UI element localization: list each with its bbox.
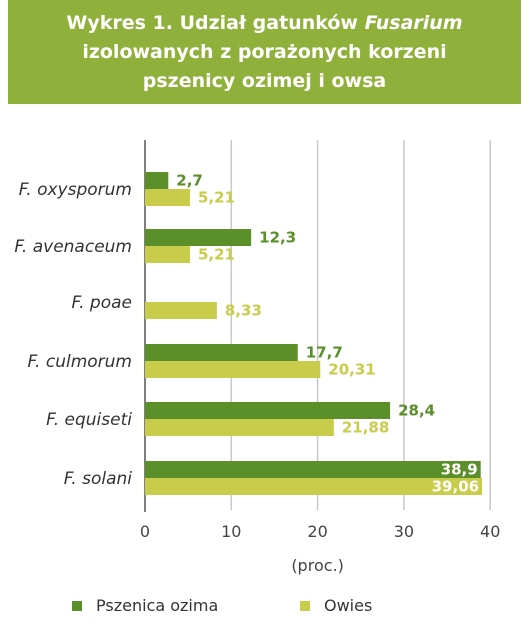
data-label-oat: 39,06 xyxy=(432,478,479,496)
title-italic: Fusarium xyxy=(364,11,463,34)
title-line3: pszenicy ozimej i owsa xyxy=(142,69,387,92)
legend-label-wheat: Pszenica ozima xyxy=(96,596,219,615)
x-tick-label: 20 xyxy=(307,522,327,541)
x-tick-label: 30 xyxy=(394,522,414,541)
data-label-wheat: 2,7 xyxy=(176,172,203,190)
category-label: F. solani xyxy=(64,469,133,489)
data-label-oat: 20,31 xyxy=(328,361,375,379)
legend-item-wheat: Pszenica ozima xyxy=(72,596,218,615)
bar-wheat xyxy=(145,229,252,246)
data-label-wheat: 38,9 xyxy=(441,461,478,479)
legend-swatch-wheat xyxy=(72,600,82,611)
data-label-oat: 5,21 xyxy=(198,189,235,207)
x-axis-label: (proc.) xyxy=(291,556,344,575)
bar-oat xyxy=(145,419,334,436)
category-label: F. equiseti xyxy=(46,410,132,430)
data-label-oat: 8,33 xyxy=(225,302,262,320)
category-label: F. culmorum xyxy=(27,352,132,372)
category-label: F. avenaceum xyxy=(14,237,132,257)
bar-oat xyxy=(145,189,190,206)
data-label-oat: 5,21 xyxy=(198,246,235,264)
x-tick-label: 0 xyxy=(140,522,150,541)
bar-wheat xyxy=(145,344,298,361)
bar-chart: 0 10 20 30 40 (proc.) F. oxysporum F. avenaceum… xyxy=(14,140,500,575)
data-label-oat: 21,88 xyxy=(342,419,389,437)
bar-oat xyxy=(145,478,483,495)
bar-wheat xyxy=(145,402,391,419)
title-line2: izolowanych z porażonych korzeni xyxy=(82,40,447,63)
legend-label-oat: Owies xyxy=(324,596,373,615)
chart-title: Wykres 1. Udział gatunków Fusarium izolo… xyxy=(8,0,521,104)
data-label-wheat: 12,3 xyxy=(259,229,296,247)
title-part1: Wykres 1. Udział gatunków xyxy=(66,11,365,34)
bar-wheat xyxy=(145,172,169,189)
bar-wheat xyxy=(145,461,481,478)
bar-oat xyxy=(145,302,217,319)
bar-oat xyxy=(145,361,321,378)
x-tick-label: 10 xyxy=(221,522,241,541)
category-label: F. oxysporum xyxy=(19,180,132,200)
category-label: F. poae xyxy=(72,293,132,313)
legend-swatch-oat xyxy=(300,600,310,611)
x-tick-label: 40 xyxy=(480,522,500,541)
data-label-wheat: 28,4 xyxy=(398,402,435,420)
data-label-wheat: 17,7 xyxy=(306,344,343,362)
legend-item-oat: Owies xyxy=(300,596,372,615)
bar-oat xyxy=(145,246,190,263)
